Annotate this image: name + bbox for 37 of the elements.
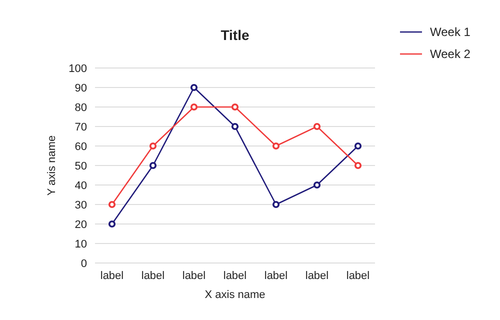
y-tick-label: 50 (74, 160, 87, 172)
x-axis-title: X axis name (204, 289, 266, 301)
point (313, 122, 321, 130)
x-tick-label: label (141, 270, 165, 282)
point (190, 103, 198, 111)
point (108, 200, 116, 208)
point (354, 142, 362, 150)
point (231, 103, 239, 111)
point (231, 122, 239, 130)
y-tick-label: 100 (68, 62, 87, 75)
y-tick-label: 90 (74, 82, 87, 94)
point (354, 162, 362, 170)
y-tick-label: 0 (80, 258, 87, 270)
y-tick-label: 60 (74, 140, 87, 153)
point (272, 200, 280, 208)
y-tick-label: 10 (74, 238, 87, 250)
y-tick-label: 80 (74, 102, 87, 114)
point (190, 84, 198, 92)
x-tick-label: label (223, 270, 247, 282)
y-axis-title: Y axis name (46, 135, 58, 196)
point (313, 181, 321, 189)
legend-label: Week 2 (430, 47, 471, 62)
point (149, 142, 157, 150)
legend-label: Week 1 (430, 25, 471, 40)
point (272, 142, 280, 150)
point (108, 220, 116, 228)
x-tick-label: label (346, 270, 370, 282)
chart-title: Title (220, 27, 250, 43)
x-tick-label: label (305, 270, 329, 282)
y-tick-label: 20 (74, 218, 87, 231)
y-tick-label: 30 (74, 199, 87, 212)
y-tick-label: 40 (74, 180, 87, 192)
y-tick-label: 70 (74, 121, 87, 134)
point (149, 162, 157, 170)
x-tick-label: label (264, 270, 288, 282)
x-tick-label: label (100, 270, 124, 282)
x-tick-label: label (182, 270, 206, 282)
